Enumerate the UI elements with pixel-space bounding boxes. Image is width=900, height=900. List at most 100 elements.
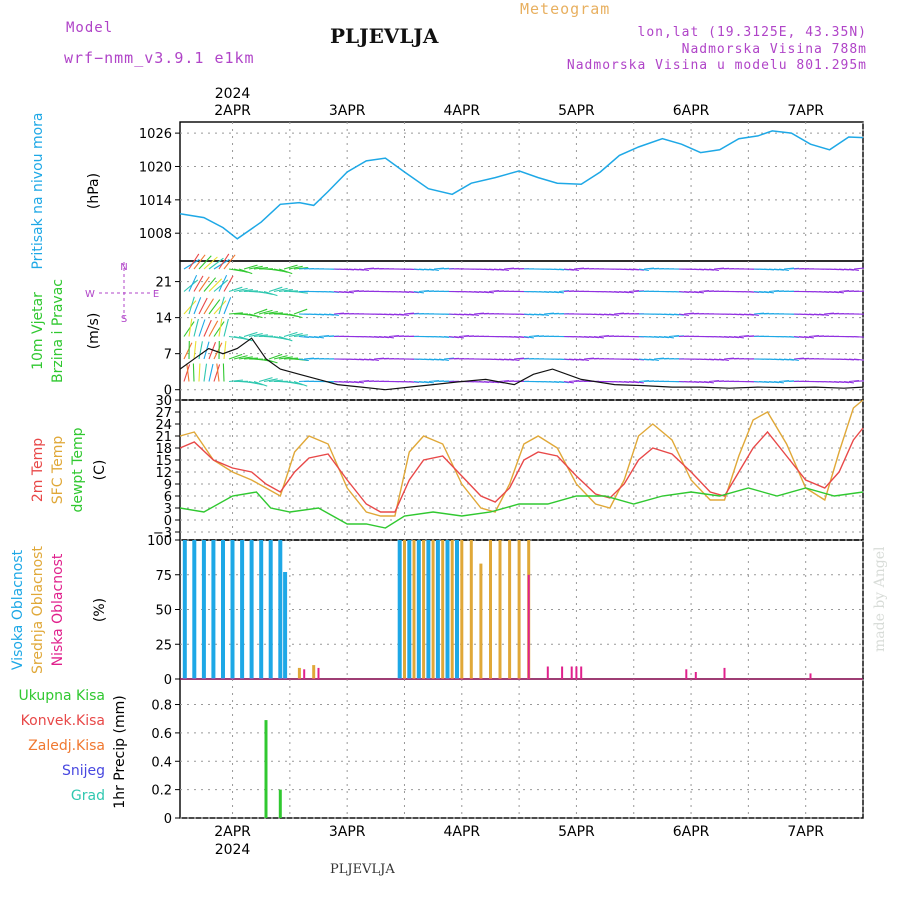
wind-barb bbox=[263, 311, 278, 315]
cloud-mid-bar bbox=[422, 540, 426, 679]
wind-barb bbox=[638, 268, 649, 271]
wind-barb bbox=[222, 363, 225, 382]
wind-barb bbox=[203, 277, 217, 292]
wind-barb bbox=[183, 279, 199, 292]
wind-barb bbox=[203, 319, 212, 337]
wind-barb bbox=[186, 363, 190, 382]
wind-barb bbox=[773, 380, 784, 384]
wind-barb bbox=[183, 364, 191, 382]
wind-barb bbox=[183, 321, 195, 337]
wind-barb bbox=[498, 268, 509, 271]
day-label-top: 4APR bbox=[443, 103, 480, 119]
wind-barb bbox=[268, 353, 283, 360]
y-tick-label: 7 bbox=[164, 348, 172, 363]
wind-barb bbox=[248, 380, 263, 386]
wind-barb bbox=[203, 298, 214, 315]
wind-barb bbox=[803, 335, 814, 339]
wind-barb bbox=[843, 380, 854, 384]
precip-legend-item: Grad bbox=[71, 788, 105, 804]
wind-barb bbox=[293, 334, 308, 338]
wind-barb bbox=[243, 331, 258, 338]
wind-barb bbox=[288, 313, 303, 319]
wind-barb bbox=[383, 335, 394, 339]
wind-barb bbox=[198, 297, 208, 315]
precip-bar bbox=[264, 720, 268, 818]
wind-barb bbox=[553, 290, 564, 294]
wind-barb bbox=[192, 363, 195, 382]
compass-east-label: E bbox=[153, 289, 159, 300]
model-name: wrf−nmm_v3.9.1 e1km bbox=[64, 49, 255, 67]
y-tick-label: 18 bbox=[155, 442, 172, 457]
wind-barb bbox=[733, 335, 744, 339]
cloud-mid-bar bbox=[498, 540, 502, 679]
wind-barb bbox=[238, 335, 253, 342]
year-label-top: 2024 bbox=[215, 86, 251, 102]
day-label-top: 5APR bbox=[558, 103, 595, 119]
station-title: PLJEVLJA bbox=[330, 24, 439, 48]
wind-barb-field bbox=[183, 253, 865, 387]
wind-barb bbox=[293, 308, 308, 315]
wind-barb bbox=[208, 363, 214, 382]
wind-barb bbox=[788, 358, 799, 361]
wind-barb bbox=[483, 290, 494, 294]
wind-barb bbox=[278, 335, 293, 342]
wind-barb bbox=[703, 380, 714, 384]
day-label-top: 7APR bbox=[787, 103, 824, 119]
wind-barb bbox=[853, 267, 865, 270]
wind-speed-line bbox=[179, 337, 864, 391]
wind-barb bbox=[208, 342, 217, 360]
wind-barb bbox=[228, 379, 243, 383]
wind-barb bbox=[233, 268, 248, 273]
wind-barb bbox=[763, 290, 774, 294]
wind-barb bbox=[268, 379, 283, 383]
wind-barb bbox=[248, 313, 263, 319]
cloud-mid-bar bbox=[441, 540, 445, 679]
wind-barb bbox=[313, 335, 324, 339]
meteogram-label: Meteogram bbox=[520, 0, 611, 18]
compass-west-label: W bbox=[85, 289, 95, 300]
cloud-high-bar bbox=[407, 540, 412, 679]
wind-barb bbox=[833, 290, 844, 294]
wind-barb bbox=[203, 256, 218, 270]
cloud-unit-label: (%) bbox=[92, 598, 108, 622]
wind-barb bbox=[213, 342, 223, 360]
precip-legend-item: Ukupna Kisa bbox=[18, 688, 105, 704]
panel-frame-5 bbox=[179, 678, 864, 819]
wind-barb bbox=[283, 264, 298, 270]
wind-barb bbox=[663, 335, 674, 339]
wind-barb bbox=[188, 318, 193, 337]
footer-station: PLJEVLJA bbox=[330, 862, 395, 877]
y-tick-label: 0 bbox=[164, 514, 172, 529]
altitude-label: Nadmorska Visina 788m bbox=[681, 42, 867, 57]
model-label: Model bbox=[66, 20, 114, 36]
wind-barb bbox=[413, 290, 424, 294]
wind-barb bbox=[538, 313, 549, 316]
y-tick-label: 24 bbox=[155, 418, 172, 433]
wind-barb bbox=[293, 266, 308, 270]
wind-barb bbox=[748, 313, 759, 316]
wind-barb bbox=[648, 358, 659, 361]
y-tick-label: −3 bbox=[153, 526, 172, 541]
cloud-low-bar bbox=[317, 667, 320, 679]
wind-barb bbox=[216, 363, 220, 382]
wind-barb bbox=[563, 380, 574, 384]
cloud-mid-bar bbox=[508, 540, 512, 679]
precip-legend-item: Zaledj.Kisa bbox=[28, 738, 105, 754]
wind-barb bbox=[593, 335, 604, 339]
cloud-mid-bar bbox=[412, 540, 416, 679]
cloud-low-bar bbox=[809, 673, 812, 679]
wind-barb bbox=[368, 358, 379, 361]
cloud-low-bar bbox=[561, 666, 564, 679]
wind-barb bbox=[258, 377, 273, 383]
wind-barb bbox=[288, 380, 303, 386]
wind-barb bbox=[238, 289, 253, 293]
y-tick-label: 21 bbox=[155, 276, 172, 291]
dewpt-axis-label: dewpt Temp bbox=[70, 427, 86, 512]
precip-bar bbox=[278, 789, 282, 818]
wind-barb bbox=[208, 299, 221, 315]
y-tick-label: 75 bbox=[155, 569, 172, 584]
day-label-bottom: 7APR bbox=[787, 824, 824, 840]
pressure-axis-label: Pritisak na nivou mora bbox=[30, 112, 46, 269]
pressure-line bbox=[179, 130, 864, 240]
wind-barb bbox=[358, 268, 369, 271]
